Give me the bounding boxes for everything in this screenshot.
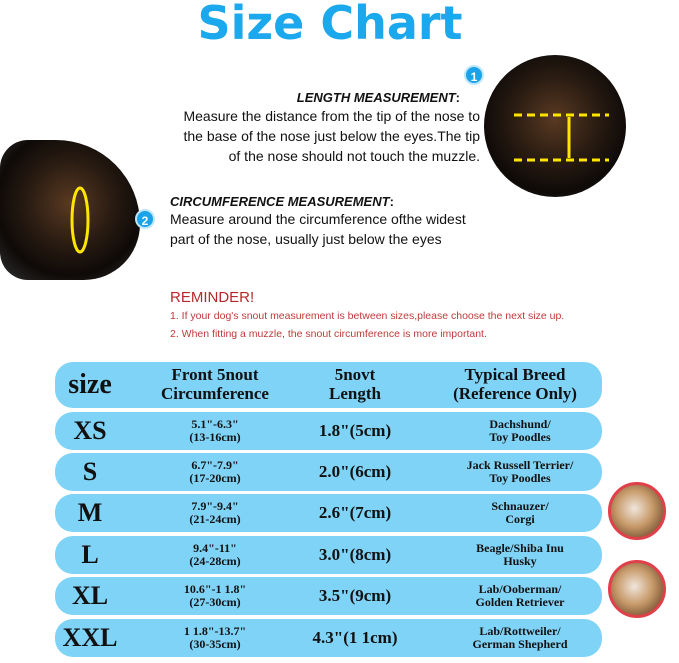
reminder-item: 1. If your dog's snout measurement is be… bbox=[170, 310, 565, 322]
circumference-line: part of the nose, usually just below the… bbox=[170, 231, 442, 247]
circumference-inches: 6.7"-7.9" bbox=[191, 457, 239, 472]
circumference-cm: (21-24cm) bbox=[189, 512, 241, 526]
circumference-description: Measure around the circumference ofthe w… bbox=[170, 209, 466, 249]
length-guide-icon bbox=[514, 113, 609, 162]
circumference-cell: 6.7"-7.9" (17-20cm) bbox=[155, 453, 275, 491]
circumference-inches: 10.6"-1 1.8" bbox=[183, 581, 247, 596]
header-text: Typical Breed bbox=[464, 365, 566, 385]
circumference-heading-text: CIRCUMFERENCE MEASUREMENT bbox=[170, 194, 390, 209]
circumference-cell: 10.6"-1 1.8" (27-30cm) bbox=[155, 577, 275, 615]
circumference-cell: 5.1"-6.3" (13-16cm) bbox=[155, 412, 275, 450]
header-breed: Typical Breed (Reference Only) bbox=[435, 362, 595, 408]
table-header: size Front 5nout Circumference 5novt Lengt… bbox=[55, 362, 602, 408]
table-row: XS 5.1"-6.3" (13-16cm) 1.8"(5cm) Dachshun… bbox=[55, 412, 602, 450]
length-line: Measure the distance from the tip of the… bbox=[183, 108, 480, 124]
breed-line: Schnauzer/ bbox=[491, 498, 549, 513]
circumference-colon: : bbox=[389, 194, 394, 209]
header-text: Circumference bbox=[161, 384, 269, 403]
breed-line: Husky bbox=[503, 554, 537, 568]
size-cell: S bbox=[82, 456, 98, 486]
circumference-guide-icon bbox=[70, 186, 90, 254]
circumference-line: Measure around the circumference ofthe w… bbox=[170, 211, 466, 227]
circumference-inches: 7.9"-9.4" bbox=[191, 498, 239, 513]
header-text: Front 5nout bbox=[171, 365, 259, 385]
breed-line: Golden Retriever bbox=[475, 595, 565, 609]
breed-line: Dachshund/ bbox=[489, 416, 551, 431]
circumference-cm: (17-20cm) bbox=[189, 471, 241, 485]
header-text: 5novt bbox=[334, 365, 376, 385]
reminder-title: REMINDER! bbox=[170, 289, 255, 306]
length-colon: : bbox=[455, 90, 460, 105]
breed-line: Corgi bbox=[505, 512, 535, 526]
bulldog-no-muzzle-photo bbox=[608, 482, 666, 540]
circumference-cm: (30-35cm) bbox=[189, 637, 241, 651]
table-row: L 9.4"-11" (24-28cm) 3.0"(8cm) Beagle/Shi… bbox=[55, 536, 602, 574]
doberman-side-photo bbox=[0, 140, 140, 280]
length-line: of the nose should not touch the muzzle. bbox=[228, 148, 480, 164]
table-row: M 7.9"-9.4" (21-24cm) 2.6"(7cm) Schnauzer… bbox=[55, 494, 602, 532]
size-cell: L bbox=[81, 539, 99, 569]
header-circumference: Front 5nout Circumference bbox=[135, 362, 295, 408]
circumference-inches: 5.1"-6.3" bbox=[191, 416, 239, 431]
breed-line: Toy Poodles bbox=[489, 471, 551, 485]
reminder-item: 2. When fitting a muzzle, the snout circ… bbox=[170, 328, 487, 340]
header-size: size bbox=[68, 368, 112, 400]
breed-cell: Jack Russell Terrier/Toy Poodles bbox=[450, 453, 590, 491]
size-cell: M bbox=[77, 497, 103, 527]
circumference-heading: CIRCUMFERENCE MEASUREMENT: bbox=[170, 194, 394, 209]
page-title: Size Chart bbox=[197, 0, 463, 50]
length-cell: 2.0"(6cm) bbox=[318, 461, 392, 481]
circumference-cm: (27-30cm) bbox=[189, 595, 241, 609]
shihtzu-no-muzzle-photo bbox=[608, 560, 666, 618]
header-text: (Reference Only) bbox=[453, 384, 577, 403]
size-cell: XL bbox=[71, 580, 109, 610]
breed-cell: Beagle/Shiba Inu Husky bbox=[450, 536, 590, 574]
length-cell: 3.0"(8cm) bbox=[318, 544, 392, 564]
table-row: XL 10.6"-1 1.8" (27-30cm) 3.5"(9cm) Lab/O… bbox=[55, 577, 602, 615]
breed-line: Lab/Ooberman/ bbox=[478, 581, 562, 596]
circumference-cell: 9.4"-11" (24-28cm) bbox=[155, 536, 275, 574]
breed-line: Beagle/Shiba Inu bbox=[476, 540, 564, 555]
length-cell: 1.8"(5cm) bbox=[318, 420, 392, 440]
length-heading: LENGTH MEASUREMENT: bbox=[297, 90, 460, 105]
length-cell: 3.5"(9cm) bbox=[318, 585, 392, 605]
breed-cell: Schnauzer/Corgi bbox=[450, 494, 590, 532]
circumference-cell: 1 1.8"-13.7" (30-35cm) bbox=[155, 619, 275, 657]
breed-line: Jack Russell Terrier/ bbox=[466, 457, 574, 472]
breed-cell: Dachshund/Toy Poodles bbox=[450, 412, 590, 450]
breed-line: Toy Poodles bbox=[489, 430, 551, 444]
length-badge: 1 bbox=[464, 65, 484, 85]
table-row: S 6.7"-7.9" (17-20cm) 2.0"(6cm) Jack Russ… bbox=[55, 453, 602, 491]
size-cell: XXL bbox=[62, 622, 118, 652]
table-row: XXL 1 1.8"-13.7" (30-35cm) 4.3"(1 1cm) La… bbox=[55, 619, 602, 657]
doberman-front-photo bbox=[484, 55, 626, 197]
circumference-cell: 7.9"-9.4" (21-24cm) bbox=[155, 494, 275, 532]
length-cell: 2.6"(7cm) bbox=[318, 502, 392, 522]
header-length: 5novt Length bbox=[295, 362, 415, 408]
circumference-cm: (24-28cm) bbox=[189, 554, 241, 568]
size-cell: XS bbox=[73, 415, 107, 445]
breed-line: Lab/Rottweiler/ bbox=[479, 623, 561, 638]
breed-cell: Lab/Rottweiler/German Shepherd bbox=[450, 619, 590, 657]
length-line: the base of the nose just below the eyes… bbox=[183, 128, 480, 144]
breed-cell: Lab/Ooberman/Golden Retriever bbox=[450, 577, 590, 615]
circumference-inches: 9.4"-11" bbox=[193, 540, 237, 555]
circumference-inches: 1 1.8"-13.7" bbox=[183, 623, 247, 638]
circumference-badge: 2 bbox=[135, 209, 155, 229]
header-text: Length bbox=[329, 384, 381, 403]
length-heading-text: LENGTH MEASUREMENT bbox=[296, 90, 456, 105]
breed-line: German Shepherd bbox=[472, 637, 568, 651]
length-description: Measure the distance from the tip of the… bbox=[183, 106, 480, 166]
circumference-cm: (13-16cm) bbox=[189, 430, 241, 444]
length-cell: 4.3"(1 1cm) bbox=[312, 627, 398, 647]
